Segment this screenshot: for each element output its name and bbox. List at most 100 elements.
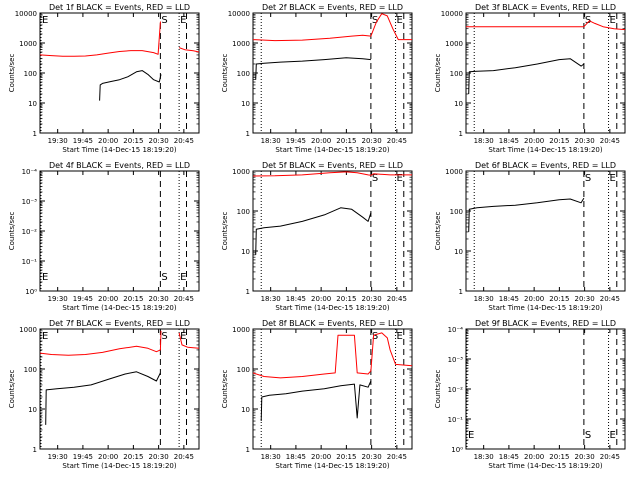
x-tick-label: 20:15 xyxy=(123,137,143,145)
y-tick-label: 1 xyxy=(246,288,250,296)
x-tick-label: 20:00 xyxy=(311,295,331,303)
y-tick-label: 1000 xyxy=(232,326,250,334)
marker-label: S xyxy=(585,430,591,441)
lld-series-line xyxy=(252,13,412,42)
panel-title: Det 3f BLACK = Events, RED = LLD xyxy=(475,3,616,12)
x-axis-label: Start Time (14-Dec-15 18:19:20) xyxy=(62,304,176,312)
x-tick-label: 19:30 xyxy=(48,295,68,303)
x-tick-label: 20:30 xyxy=(362,295,382,303)
y-tick-label: 1000 xyxy=(19,326,37,334)
panel-det-5: Det 5f BLACK = Events, RED = LLD 1 10 100 10… xyxy=(221,161,413,312)
x-tick-label: 18:30 xyxy=(474,137,494,145)
x-tick-label: 20:45 xyxy=(600,137,620,145)
x-axis-label: Start Time (14-Dec-15 18:19:20) xyxy=(62,462,176,470)
marker-label: S xyxy=(585,15,591,26)
x-tick-label: 18:45 xyxy=(286,295,306,303)
panel-title: Det 4f BLACK = Events, RED = LLD xyxy=(49,161,190,170)
y-axis-label: Counts/sec xyxy=(434,54,442,93)
panel-title: Det 7f BLACK = Events, RED = LLD xyxy=(49,319,190,328)
marker-label: E xyxy=(397,331,403,342)
y-tick-label: 10⁻⁴ xyxy=(448,326,464,334)
x-tick-label: 20:45 xyxy=(174,453,194,461)
y-axis-label: Counts/sec xyxy=(434,212,442,251)
y-tick-label: 100 xyxy=(237,70,250,78)
marker-label: E xyxy=(180,272,186,283)
x-axis-label: Start Time (14-Dec-15 18:19:20) xyxy=(275,304,389,312)
x-tick-label: 19:45 xyxy=(286,137,306,145)
y-tick-label: 10⁻¹ xyxy=(448,416,464,424)
y-tick-label: 100 xyxy=(237,366,250,374)
x-tick-label: 20:30 xyxy=(362,453,382,461)
panel-det-4: Det 4f BLACK = Events, RED = LLD 10⁰ 10⁻¹ 1… xyxy=(8,161,200,312)
x-tick-label: 20:30 xyxy=(362,137,382,145)
y-tick-label: 10 xyxy=(454,100,463,108)
x-tick-label: 18:30 xyxy=(261,137,281,145)
y-tick-label: 100 xyxy=(24,70,37,78)
marker-label: E xyxy=(397,15,403,26)
marker-label: E xyxy=(610,430,616,441)
x-tick-label: 20:45 xyxy=(174,295,194,303)
x-tick-label: 20:15 xyxy=(336,295,356,303)
events-series-line xyxy=(468,197,585,232)
panel-title: Det 2f BLACK = Events, RED = LLD xyxy=(262,3,403,12)
y-tick-label: 10⁻¹ xyxy=(22,258,38,266)
x-tick-label: 20:30 xyxy=(149,453,169,461)
x-tick-label: 20:00 xyxy=(524,137,544,145)
x-axis-label: Start Time (14-Dec-15 18:19:20) xyxy=(275,462,389,470)
events-series-line xyxy=(255,207,372,255)
x-tick-label: 19:30 xyxy=(48,137,68,145)
events-series-line xyxy=(468,58,585,95)
marker-label: S xyxy=(161,272,167,283)
x-axis-label: Start Time (14-Dec-15 18:19:20) xyxy=(488,462,602,470)
plot-frame xyxy=(465,328,626,450)
plot-frame xyxy=(252,328,413,450)
y-tick-label: 10 xyxy=(241,406,250,414)
panel-det-7: Det 7f BLACK = Events, RED = LLD 1 10 100 10… xyxy=(8,319,200,470)
x-tick-label: 18:45 xyxy=(499,137,519,145)
y-axis-label: Counts/sec xyxy=(221,212,229,251)
x-tick-label: 20:45 xyxy=(174,137,194,145)
marker-label: S xyxy=(585,173,591,184)
x-tick-label: 18:45 xyxy=(286,453,306,461)
marker-label: S xyxy=(372,173,378,184)
y-tick-label: 100 xyxy=(24,366,37,374)
y-tick-label: 10 xyxy=(454,248,463,256)
x-tick-label: 20:00 xyxy=(311,137,331,145)
lld-series-line xyxy=(178,332,200,349)
x-tick-label: 19:45 xyxy=(73,453,93,461)
marker-label: E xyxy=(42,272,48,283)
y-tick-label: 10000 xyxy=(15,10,37,18)
y-tick-label: 100 xyxy=(450,208,463,216)
marker-label: E xyxy=(610,15,616,26)
y-tick-label: 10 xyxy=(241,100,250,108)
x-tick-label: 20:30 xyxy=(575,453,595,461)
marker-label: S xyxy=(161,15,167,26)
y-axis-label: Counts/sec xyxy=(221,54,229,93)
y-tick-label: 10 xyxy=(28,100,37,108)
x-tick-label: 20:30 xyxy=(149,137,169,145)
y-tick-label: 100 xyxy=(237,208,250,216)
x-tick-label: 20:15 xyxy=(123,453,143,461)
events-series-line xyxy=(99,70,162,101)
events-series-line xyxy=(260,380,372,422)
x-tick-label: 20:00 xyxy=(311,453,331,461)
panel-title: Det 5f BLACK = Events, RED = LLD xyxy=(262,161,403,170)
x-tick-label: 20:45 xyxy=(600,295,620,303)
x-tick-label: 19:45 xyxy=(73,295,93,303)
x-tick-label: 20:30 xyxy=(575,137,595,145)
lld-series-line xyxy=(39,21,161,57)
x-tick-label: 20:15 xyxy=(336,453,356,461)
x-tick-label: 18:30 xyxy=(474,295,494,303)
marker-label: E xyxy=(42,331,48,342)
panel-det-1: Det 1f BLACK = Events, RED = LLD 1 10 100 10… xyxy=(8,3,200,154)
x-axis-label: Start Time (14-Dec-15 18:19:20) xyxy=(488,146,602,154)
y-tick-label: 1000 xyxy=(445,168,463,176)
plot-frame xyxy=(252,170,413,292)
plot-frame xyxy=(465,12,626,134)
y-tick-label: 10 xyxy=(241,248,250,256)
y-tick-label: 10⁻³ xyxy=(22,198,38,206)
y-tick-label: 10⁻² xyxy=(22,228,38,236)
x-tick-label: 20:00 xyxy=(98,453,118,461)
plot-frame xyxy=(465,170,626,292)
